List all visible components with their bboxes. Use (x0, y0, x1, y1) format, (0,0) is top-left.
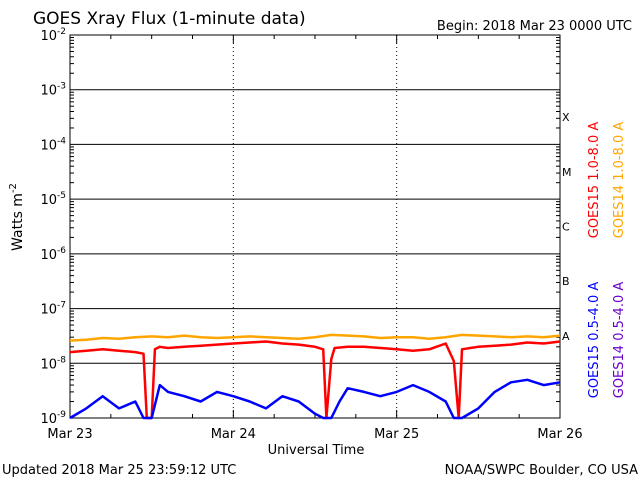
series-line (69, 333, 561, 342)
y-tick-label: 10-2 (40, 27, 66, 44)
y-tick-exponent: -8 (57, 355, 66, 365)
y-tick-label: 10-8 (40, 355, 66, 372)
legend-entry: GOES15 0.5-4.0 A (587, 282, 602, 399)
x-axis-label: Universal Time (268, 443, 365, 458)
y-tick-label: 10-6 (40, 246, 66, 263)
y-tick-label: 10-7 (40, 301, 66, 318)
series-line (69, 378, 561, 420)
legend-entry: GOES15 1.0-8.0 A (587, 122, 602, 239)
y-tick-label: 10-9 (40, 410, 66, 427)
begin-label: Begin: 2018 Mar 23 0000 UTC (437, 19, 632, 34)
flare-class-labels: A B C M X (562, 111, 572, 343)
y-tick-labels: 10-910-810-710-610-510-410-310-2 (40, 27, 66, 427)
x-tick-label: Mar 23 (47, 427, 92, 442)
y-tick-exponent: -7 (57, 301, 66, 311)
y-tick-base: 10 (40, 138, 57, 153)
x-tick-label: Mar 24 (211, 427, 256, 442)
y-tick-label: 10-5 (40, 191, 66, 208)
legend: GOES15 1.0-8.0 A GOES14 1.0-8.0 A GOES15 0… (587, 122, 627, 399)
legend-entry: GOES14 1.0-8.0 A (612, 122, 627, 239)
chart-title: GOES Xray Flux (1-minute data) (33, 9, 306, 29)
flare-class-label: X (562, 111, 570, 124)
y-tick-label: 10-4 (40, 136, 66, 153)
y-tick-base: 10 (40, 29, 57, 44)
y-tick-base: 10 (40, 412, 57, 427)
y-tick-base: 10 (40, 357, 57, 372)
y-tick-base: 10 (40, 193, 57, 208)
x-tick-labels: Mar 23 Mar 24 Mar 25 Mar 26 (47, 427, 582, 442)
y-tick-exponent: -3 (57, 82, 66, 92)
x-tick-label: Mar 25 (374, 427, 419, 442)
flare-class-label: A (562, 330, 570, 343)
plot-frame (69, 34, 561, 419)
updated-timestamp: Updated 2018 Mar 25 23:59:12 UTC (2, 463, 236, 478)
y-tick-exponent: -4 (57, 136, 66, 146)
y-tick-base: 10 (40, 248, 57, 263)
plot-area (69, 34, 561, 419)
y-tick-exponent: -9 (57, 410, 66, 420)
flare-class-label: C (562, 221, 570, 234)
legend-entry: GOES14 0.5-4.0 A (612, 282, 627, 399)
credit-label: NOAA/SWPC Boulder, CO USA (445, 463, 638, 478)
series-layer (69, 333, 561, 420)
y-axis-label: Watts m-2 (8, 183, 26, 251)
y-axis-label-exponent: -2 (8, 183, 19, 193)
y-tick-exponent: -6 (57, 246, 66, 256)
flare-class-label: B (562, 275, 570, 288)
y-tick-exponent: -5 (57, 191, 66, 201)
x-tick-label: Mar 26 (537, 427, 582, 442)
flare-class-label: M (562, 166, 572, 179)
y-tick-exponent: -2 (57, 27, 66, 37)
y-tick-base: 10 (40, 84, 57, 99)
y-tick-base: 10 (40, 303, 57, 318)
y-axis-label-text: Watts m (10, 193, 26, 251)
y-tick-label: 10-3 (40, 82, 66, 99)
